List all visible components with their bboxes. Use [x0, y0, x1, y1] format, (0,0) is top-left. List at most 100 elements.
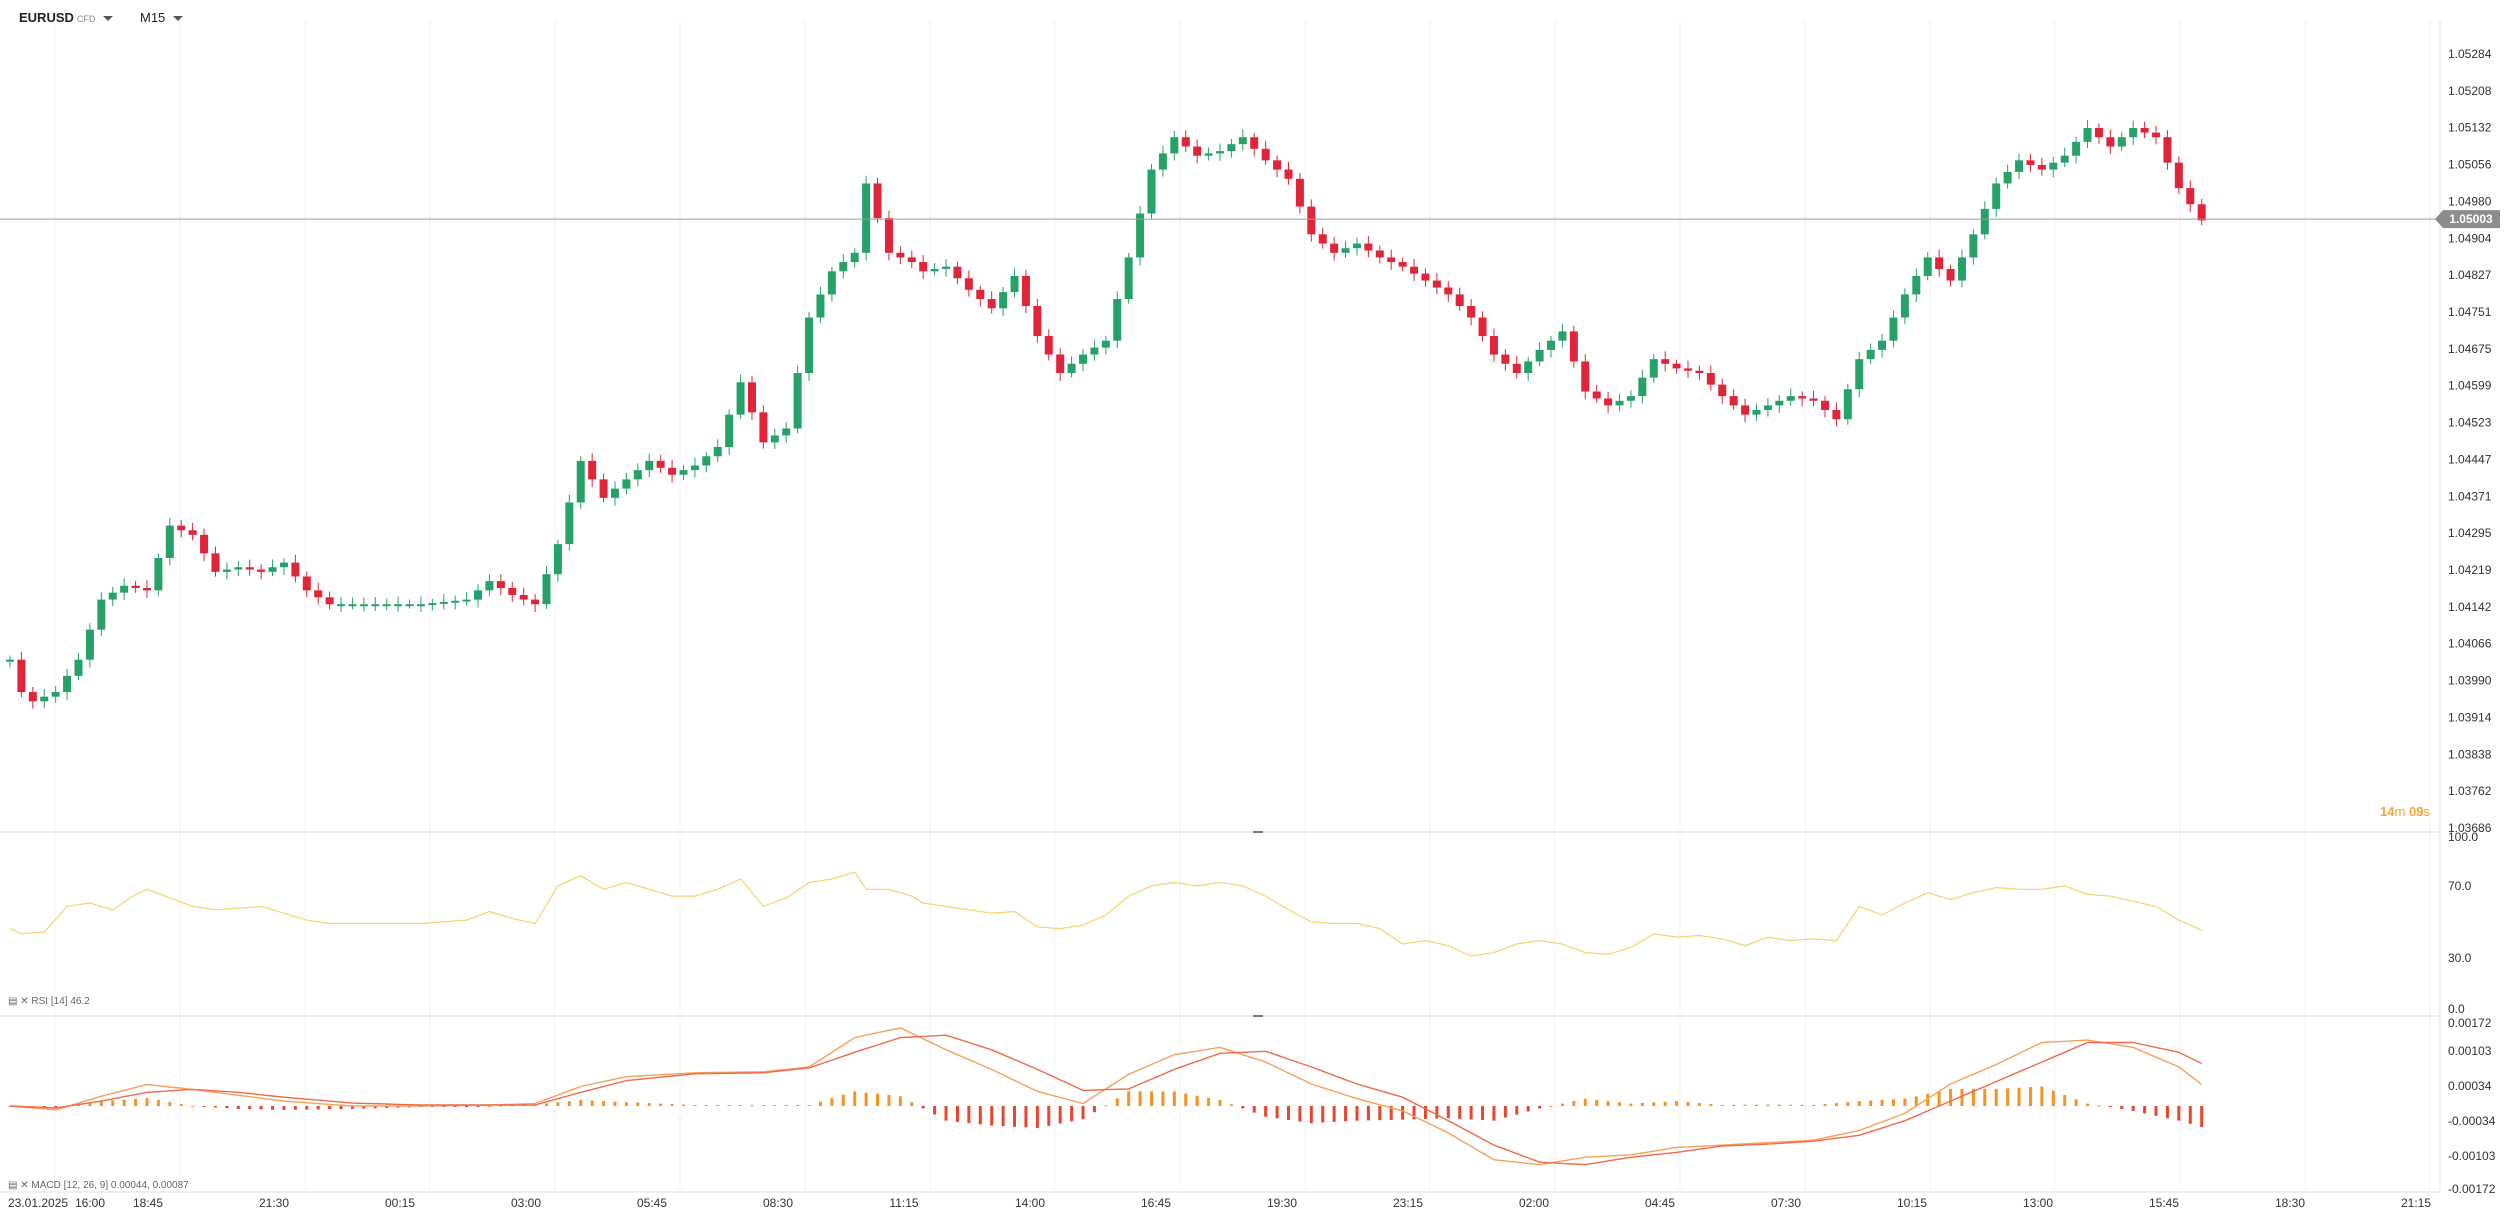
candle-body: [1798, 396, 1807, 399]
timeframe-selector[interactable]: M15: [140, 10, 184, 25]
candle-body: [862, 183, 871, 253]
macd-histogram-bar: [1538, 1106, 1542, 1109]
macd-histogram-bar: [1264, 1106, 1268, 1117]
macd-histogram-bar: [487, 1106, 491, 1107]
macd-histogram-bar: [1401, 1106, 1405, 1120]
macd-histogram-bar: [248, 1106, 252, 1110]
macd-histogram-bar: [476, 1106, 480, 1107]
candle-body: [656, 460, 665, 468]
macd-histogram-bar: [1560, 1103, 1564, 1106]
symbol-selector[interactable]: EURUSD CFD: [19, 10, 114, 25]
candle-body: [1786, 396, 1795, 401]
candle-body: [1775, 400, 1784, 406]
candle-body: [405, 604, 414, 607]
candle-body: [1615, 400, 1624, 406]
candle-body: [1706, 373, 1715, 385]
candle-body: [1158, 153, 1167, 170]
axes: 1.05284 1.05208 1.05132 1.05056 1.04980 1.049…: [8, 47, 2496, 1210]
rsi-tick-label: 70.0: [2448, 879, 2472, 893]
current-price-badge: [2435, 210, 2500, 229]
candle-body: [1923, 257, 1932, 276]
time-tick-label: 08:30: [763, 1196, 793, 1210]
macd-tick-label: -0.00172: [2448, 1182, 2496, 1196]
candle-body: [2072, 141, 2081, 156]
candle-body: [1147, 169, 1156, 214]
macd-histogram-bar: [1298, 1106, 1302, 1122]
candle-body: [1375, 250, 1384, 258]
timer-unit-s: s: [2423, 804, 2430, 819]
candle-body: [565, 502, 574, 545]
macd-histogram-bar: [704, 1105, 708, 1107]
macd-histogram-bar: [1515, 1106, 1519, 1115]
chevron-down-icon: [103, 16, 114, 22]
candle-body: [1090, 347, 1099, 355]
close-icon[interactable]: ✕: [20, 1180, 29, 1191]
time-tick-label: 23:15: [1393, 1196, 1423, 1210]
macd-histogram-bar: [613, 1101, 617, 1106]
candle-body: [1204, 153, 1213, 156]
macd-histogram-bar: [76, 1104, 80, 1106]
macd-histogram-bar: [1207, 1097, 1211, 1106]
rsi-tick-label: 30.0: [2448, 951, 2472, 965]
macd-histogram-bar: [990, 1106, 994, 1126]
macd-histogram-bar: [1275, 1106, 1279, 1119]
candle-body: [1478, 317, 1487, 337]
time-tick-label: 03:00: [511, 1196, 541, 1210]
macd-histogram-bar: [134, 1098, 138, 1106]
candle-body: [6, 659, 14, 662]
macd-histogram-bar: [282, 1106, 286, 1110]
candle-body: [245, 567, 254, 570]
symbol-type: CFD: [76, 14, 96, 24]
macd-histogram-bar: [1983, 1088, 1987, 1106]
candle-body: [702, 456, 711, 466]
pane-resize-handle: [1253, 1015, 1263, 1017]
candle-body: [1193, 146, 1202, 156]
candle-body: [1341, 248, 1350, 253]
candle-body: [1238, 137, 1247, 145]
price-tick-label: 1.04751: [2448, 305, 2492, 319]
macd-histogram-bar: [1766, 1104, 1770, 1106]
candle-body: [496, 581, 505, 589]
candle-body: [1501, 354, 1510, 364]
rsi-tick-label: 0.0: [2448, 1002, 2465, 1016]
candle-body: [987, 299, 996, 309]
candle-body: [416, 604, 425, 607]
candle-body: [120, 585, 129, 593]
candle-body: [291, 562, 300, 577]
macd-histogram-bar: [1286, 1106, 1290, 1120]
candle-body: [177, 525, 186, 531]
macd-histogram-bar: [271, 1106, 275, 1110]
macd-histogram-bar: [1092, 1106, 1096, 1113]
macd-histogram-bar: [1321, 1106, 1325, 1123]
price-tick-label: 1.05056: [2448, 158, 2492, 172]
macd-histogram-bar: [1458, 1106, 1462, 1119]
macd-panel: [8, 1027, 2204, 1166]
close-icon[interactable]: ✕: [20, 996, 29, 1007]
macd-histogram-bar: [1435, 1106, 1439, 1119]
macd-histogram-bar: [579, 1100, 583, 1106]
time-tick-label: 04:45: [1645, 1196, 1675, 1210]
candle-body: [576, 460, 585, 503]
candle-body: [827, 271, 836, 295]
list-icon[interactable]: ▤: [8, 1180, 18, 1191]
macd-histogram-bar: [1686, 1102, 1690, 1106]
macd-histogram-bar: [1834, 1103, 1838, 1106]
macd-histogram-bar: [1960, 1088, 1964, 1106]
macd-histogram-bar: [624, 1102, 628, 1106]
candle-body: [1364, 243, 1373, 251]
macd-histogram-bar: [499, 1105, 503, 1107]
macd-histogram-bar: [933, 1106, 937, 1115]
candle-body: [2117, 137, 2126, 147]
candle-body: [1352, 243, 1361, 249]
candle-body: [337, 604, 346, 607]
macd-histogram-bar: [2017, 1087, 2021, 1106]
macd-histogram-bar: [305, 1106, 309, 1110]
macd-histogram-bar: [1229, 1104, 1233, 1106]
candle-body: [1387, 257, 1396, 263]
macd-histogram-bar: [293, 1106, 297, 1110]
candle-body: [1215, 151, 1224, 154]
candle-body: [462, 599, 471, 602]
list-icon[interactable]: ▤: [8, 996, 18, 1007]
macd-histogram-bar: [88, 1102, 92, 1106]
